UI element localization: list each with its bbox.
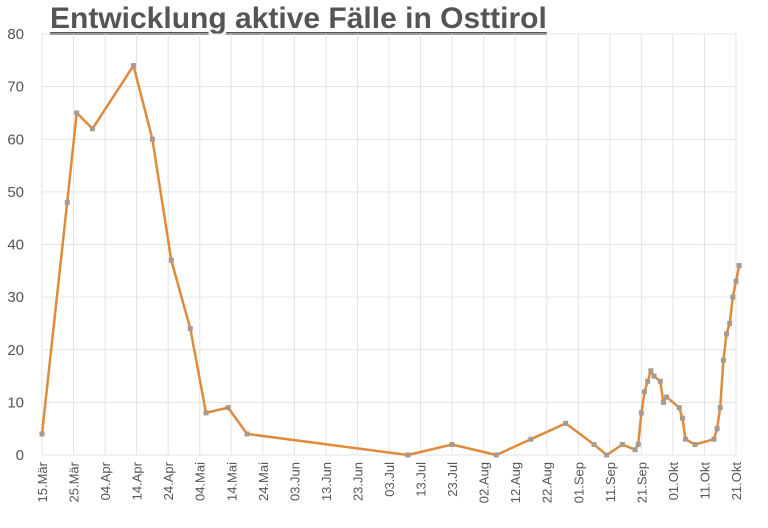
x-tick-label: 21.Sep <box>634 462 649 503</box>
x-tick-label: 15.Mär <box>35 461 50 502</box>
data-point <box>563 420 569 426</box>
x-tick-label: 04.Apr <box>98 461 113 500</box>
x-tick-label: 13.Jun <box>319 462 334 501</box>
data-point <box>493 452 499 458</box>
data-point <box>528 436 534 442</box>
data-point <box>648 368 654 374</box>
x-tick-label: 21.Okt <box>729 462 744 501</box>
series-layer <box>39 63 742 458</box>
data-point <box>720 357 726 363</box>
y-tick-label: 0 <box>16 447 24 464</box>
data-point <box>727 320 733 326</box>
data-point <box>679 415 685 421</box>
data-point <box>168 257 174 263</box>
x-tick-label: 11.Sep <box>603 462 618 502</box>
x-tick-label: 24.Apr <box>161 461 176 500</box>
gridlines <box>41 33 737 456</box>
data-point <box>733 278 739 284</box>
series-line <box>40 64 741 457</box>
x-tick-label: 03.Jul <box>382 462 397 497</box>
x-tick-label: 14.Apr <box>130 461 145 500</box>
x-tick-label: 11.Okt <box>697 462 712 500</box>
data-point <box>714 426 720 432</box>
x-tick-label: 03.Jun <box>287 462 302 501</box>
x-tick-label: 25.Mär <box>67 461 82 502</box>
data-point <box>591 441 597 447</box>
data-point <box>724 331 730 337</box>
y-tick-label: 30 <box>7 289 24 306</box>
data-point <box>244 431 250 437</box>
data-point <box>730 294 736 300</box>
y-tick-label: 10 <box>7 394 24 411</box>
data-point <box>638 410 644 416</box>
data-point <box>676 405 682 411</box>
y-tick-label: 20 <box>7 342 24 359</box>
x-tick-label: 01.Sep <box>571 462 586 503</box>
data-point <box>664 394 670 400</box>
data-point <box>130 63 136 69</box>
data-point <box>717 405 723 411</box>
y-tick-label: 50 <box>7 184 24 201</box>
data-point <box>683 436 689 442</box>
y-tick-label: 40 <box>7 237 24 254</box>
x-tick-label: 13.Jul <box>414 462 429 497</box>
data-point <box>149 136 155 142</box>
data-point <box>635 441 641 447</box>
x-tick-label: 01.Okt <box>666 462 681 501</box>
data-point <box>657 378 663 384</box>
data-point <box>64 199 70 205</box>
x-tick-label: 04.Mai <box>193 462 208 501</box>
data-point <box>203 410 209 416</box>
x-tick-label: 14.Mai <box>224 462 239 501</box>
x-tick-label: 23.Jun <box>350 462 365 501</box>
data-point <box>39 431 45 437</box>
data-point <box>651 373 657 379</box>
data-point <box>89 126 95 132</box>
data-point <box>187 326 193 332</box>
data-point <box>225 405 231 411</box>
y-tick-label: 70 <box>7 79 24 96</box>
data-point <box>660 399 666 405</box>
data-point <box>642 389 648 395</box>
data-point <box>619 441 625 447</box>
x-axis-tick-labels: 15.Mär 25.Mär 04.Apr 14.Apr 24.Apr 04.Mai 14.M… <box>35 461 744 503</box>
data-point <box>449 441 455 447</box>
x-tick-label: 24.Mai <box>256 462 271 501</box>
x-tick-label: 02.Aug <box>477 462 492 503</box>
data-point <box>632 447 638 453</box>
data-point <box>405 452 411 458</box>
chart-title: Entwicklung aktive Fälle in Osttirol <box>50 2 547 35</box>
x-tick-label: 23.Jul <box>445 462 460 497</box>
y-tick-label: 80 <box>7 26 24 43</box>
data-point <box>604 452 610 458</box>
y-axis-tick-labels: 0 10 20 30 40 50 60 70 80 <box>7 26 24 464</box>
data-point <box>692 441 698 447</box>
data-point <box>736 263 742 269</box>
x-tick-label: 12.Aug <box>508 462 523 503</box>
data-point <box>645 378 651 384</box>
data-point <box>74 110 80 116</box>
data-point <box>711 436 717 442</box>
y-tick-label: 60 <box>7 131 24 148</box>
x-tick-label: 22.Aug <box>540 462 555 503</box>
